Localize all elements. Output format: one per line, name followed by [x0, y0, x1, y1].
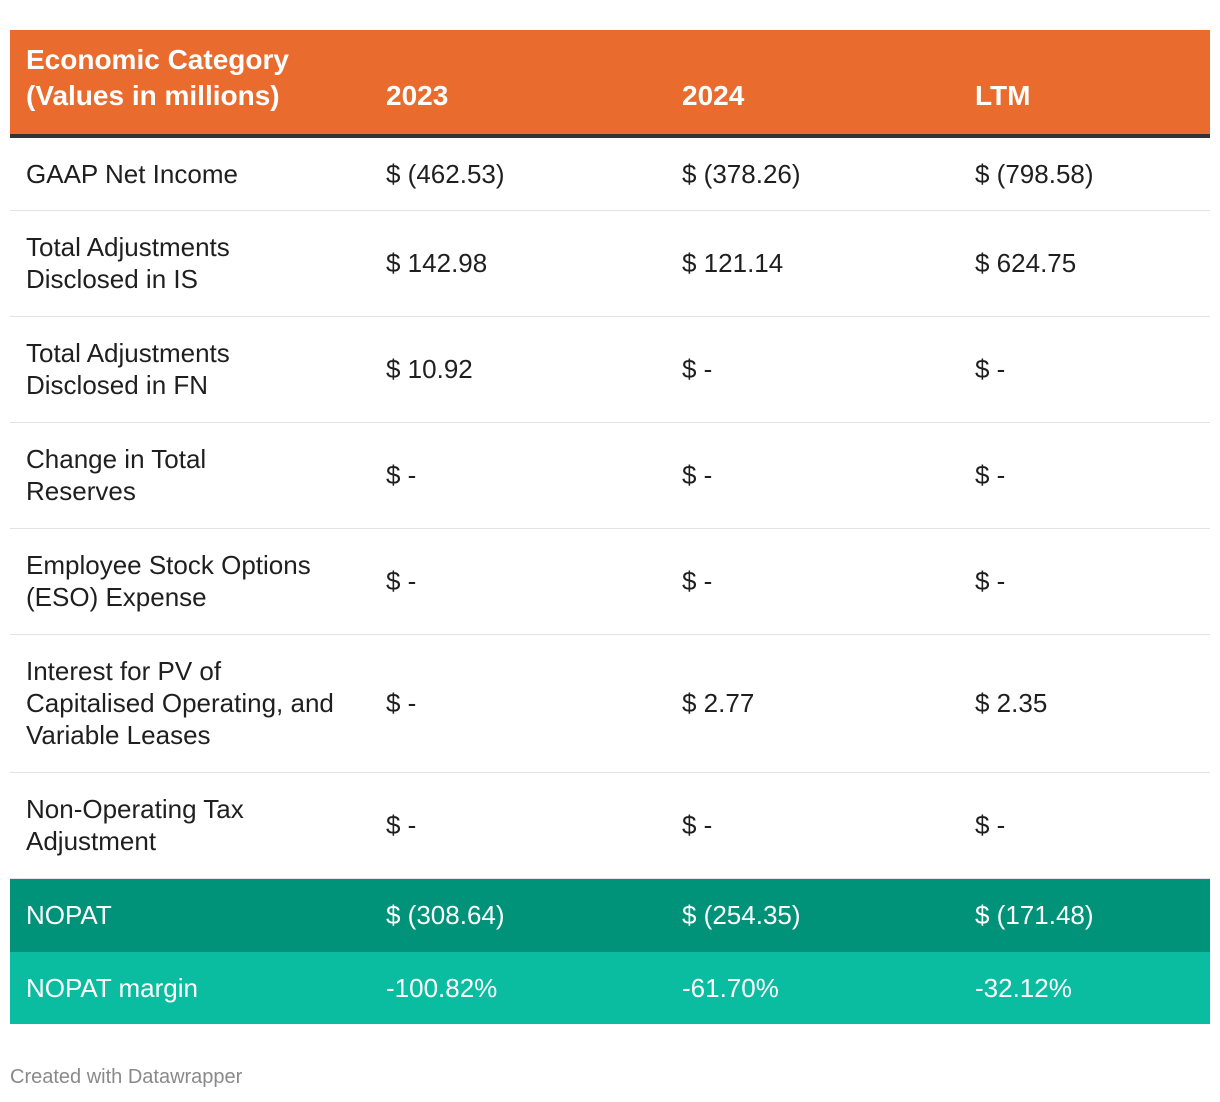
table-cell: $ -	[666, 772, 959, 879]
table-cell: $ -	[666, 528, 959, 635]
table-cell: $ -	[370, 772, 666, 879]
column-header: 2023	[370, 30, 666, 138]
table-row: Interest for PV of Capitalised Operating…	[10, 634, 1210, 773]
table-cell: $ -	[370, 528, 666, 635]
table-cell: -32.12%	[959, 952, 1210, 1024]
table-cell: $ 2.35	[959, 634, 1210, 773]
table-cell: $ (462.53)	[370, 136, 666, 211]
table-cell: $ 624.75	[959, 210, 1210, 317]
table-cell: $ (171.48)	[959, 878, 1210, 952]
table-row: GAAP Net Income $ (462.53) $ (378.26) $ …	[10, 136, 1210, 211]
table-cell: $ -	[959, 528, 1210, 635]
table-row: Change in Total Reserves $ - $ - $ -	[10, 422, 1210, 529]
data-table-container: Economic Category (Values in millions) 2…	[10, 30, 1210, 1024]
row-label: Non-Operating Tax Adjustment	[10, 772, 370, 879]
row-label: Employee Stock Options (ESO) Expense	[10, 528, 370, 635]
row-label: Total Adjustments Disclosed in IS	[10, 210, 370, 317]
nopat-margin-row: NOPAT margin -100.82% -61.70% -32.12%	[10, 952, 1210, 1024]
header-row: Economic Category (Values in millions) 2…	[10, 30, 1210, 138]
row-label: GAAP Net Income	[10, 136, 370, 211]
table-cell: $ (798.58)	[959, 136, 1210, 211]
nopat-table: Economic Category (Values in millions) 2…	[10, 30, 1210, 1024]
nopat-row: NOPAT $ (308.64) $ (254.35) $ (171.48)	[10, 878, 1210, 952]
table-cell: $ 10.92	[370, 316, 666, 423]
table-cell: $ -	[666, 316, 959, 423]
table-row: Employee Stock Options (ESO) Expense $ -…	[10, 528, 1210, 635]
attribution-text: Created with Datawrapper	[10, 1066, 243, 1088]
table-cell: $ (254.35)	[666, 878, 959, 952]
row-label: Interest for PV of Capitalised Operating…	[10, 634, 370, 773]
row-label: NOPAT margin	[10, 952, 370, 1024]
table-cell: $ -	[959, 316, 1210, 423]
column-header: 2024	[666, 30, 959, 138]
table-cell: $ (378.26)	[666, 136, 959, 211]
table-cell: -61.70%	[666, 952, 959, 1024]
table-row: Total Adjustments Disclosed in IS $ 142.…	[10, 210, 1210, 317]
table-cell: $ (308.64)	[370, 878, 666, 952]
table-row: Non-Operating Tax Adjustment $ - $ - $ -	[10, 772, 1210, 879]
table-cell: $ 121.14	[666, 210, 959, 317]
table-cell: -100.82%	[370, 952, 666, 1024]
table-cell: $ 2.77	[666, 634, 959, 773]
column-header: Economic Category (Values in millions)	[10, 30, 370, 138]
column-header: LTM	[959, 30, 1210, 138]
table-cell: $ 142.98	[370, 210, 666, 317]
table-row: Total Adjustments Disclosed in FN $ 10.9…	[10, 316, 1210, 423]
table-cell: $ -	[370, 422, 666, 529]
row-label: Change in Total Reserves	[10, 422, 370, 529]
row-label: NOPAT	[10, 878, 370, 952]
table-cell: $ -	[666, 422, 959, 529]
table-cell: $ -	[959, 772, 1210, 879]
table-cell: $ -	[959, 422, 1210, 529]
table-cell: $ -	[370, 634, 666, 773]
row-label: Total Adjustments Disclosed in FN	[10, 316, 370, 423]
